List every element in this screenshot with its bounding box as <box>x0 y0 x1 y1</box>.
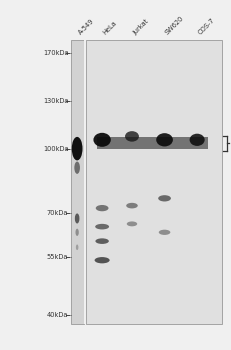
Ellipse shape <box>95 238 108 244</box>
Text: Jurkat: Jurkat <box>131 18 149 36</box>
Ellipse shape <box>125 131 138 142</box>
Ellipse shape <box>95 205 108 211</box>
Text: 40kDa: 40kDa <box>47 312 68 317</box>
Text: 130kDa: 130kDa <box>43 98 68 104</box>
Ellipse shape <box>76 245 78 250</box>
Ellipse shape <box>158 195 170 202</box>
Text: HeLa: HeLa <box>102 20 118 36</box>
Bar <box>96 137 207 149</box>
Text: COS-7: COS-7 <box>196 17 215 36</box>
Text: 100kDa: 100kDa <box>43 146 68 152</box>
Ellipse shape <box>74 162 80 174</box>
Ellipse shape <box>71 137 82 160</box>
Ellipse shape <box>155 133 172 146</box>
Text: 70kDa: 70kDa <box>47 210 68 216</box>
Ellipse shape <box>189 134 204 146</box>
Ellipse shape <box>126 222 137 226</box>
Bar <box>85 40 221 324</box>
Text: 170kDa: 170kDa <box>43 50 68 56</box>
Bar <box>83 40 85 324</box>
Ellipse shape <box>126 203 137 209</box>
Ellipse shape <box>75 229 79 236</box>
Ellipse shape <box>75 214 79 224</box>
Ellipse shape <box>158 230 170 235</box>
Bar <box>70 40 83 324</box>
Text: SW620: SW620 <box>164 15 185 36</box>
Ellipse shape <box>93 133 110 147</box>
Text: 55kDa: 55kDa <box>47 254 68 260</box>
Ellipse shape <box>94 257 109 263</box>
Ellipse shape <box>95 224 109 230</box>
Text: A-549: A-549 <box>77 18 95 36</box>
